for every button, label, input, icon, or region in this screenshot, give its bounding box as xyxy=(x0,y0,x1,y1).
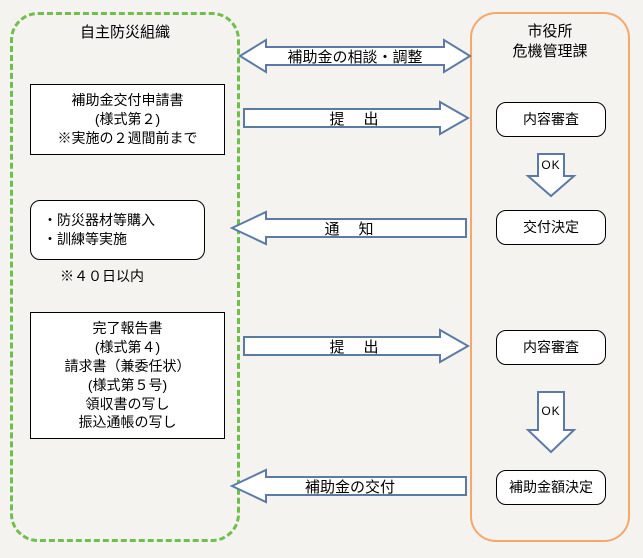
right-group: 市役所 危機管理課 xyxy=(470,12,630,542)
l1-line3: ※実施の２週間前まで xyxy=(58,130,198,146)
l1-line1: 補助金交付申請書 xyxy=(72,92,184,108)
arrow-3 xyxy=(240,328,470,364)
left-box-1: 補助金交付申請書 (様式第２) ※実施の２週間前まで xyxy=(30,84,225,155)
l3-line1: 完了報告書 xyxy=(93,320,163,336)
r2: 交付決定 xyxy=(523,219,579,235)
r4: 補助金額決定 xyxy=(509,479,593,495)
right-box-1: 内容審査 xyxy=(496,102,606,137)
l3-line2: (様式第４) xyxy=(95,339,160,355)
right-title-l2: 危機管理課 xyxy=(512,43,587,60)
right-title: 市役所 危機管理課 xyxy=(472,22,628,61)
r1: 内容審査 xyxy=(523,111,579,127)
l3-line5: 領収書の写し xyxy=(86,396,170,412)
arrow-4 xyxy=(230,468,470,504)
left-box-2: ・防災器材等購入 ・訓練等実施 xyxy=(30,200,205,260)
l3-line4: (様式第５号) xyxy=(88,377,167,393)
l3-line6: 振込通帳の写し xyxy=(79,414,177,430)
r3: 内容審査 xyxy=(523,339,579,355)
arrow-1 xyxy=(240,100,470,136)
left-note: ※４０日以内 xyxy=(60,266,144,286)
left-title: 自主防災組織 xyxy=(13,23,237,43)
arrow-0 xyxy=(240,38,470,74)
right-box-3: 内容審査 xyxy=(496,330,606,365)
left-box-3: 完了報告書 (様式第４) 請求書（兼委任状） (様式第５号) 領収書の写し 振込… xyxy=(30,312,225,439)
arrow-2 xyxy=(230,210,470,246)
right-box-4: 補助金額決定 xyxy=(496,470,606,505)
ok-arrow-1 xyxy=(526,150,576,200)
right-box-2: 交付決定 xyxy=(496,210,606,245)
l3-line3: 請求書（兼委任状） xyxy=(65,358,191,374)
l1-line2: (様式第２) xyxy=(95,111,160,127)
ok-arrow-2 xyxy=(526,388,576,458)
l2-line1: ・防災器材等購入 xyxy=(43,212,155,228)
right-title-l1: 市役所 xyxy=(527,23,572,40)
l2-line2: ・訓練等実施 xyxy=(43,231,127,247)
